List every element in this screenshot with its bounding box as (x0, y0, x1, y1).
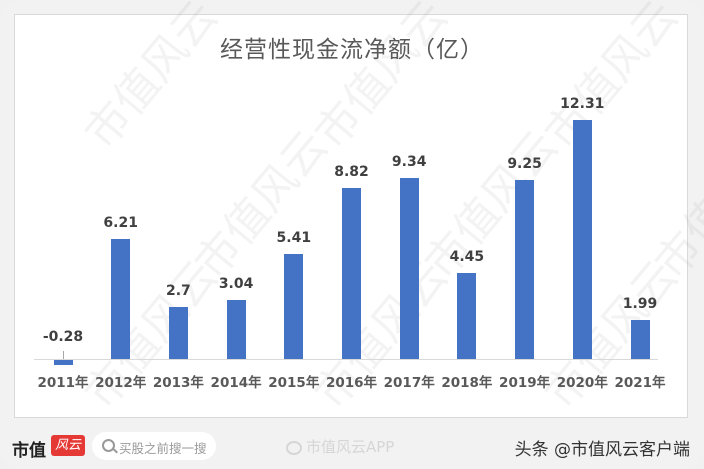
weibo-watermark: 市值风云APP (286, 436, 394, 457)
x-tick-label: 2012年 (95, 375, 147, 391)
x-tick-label: 2017年 (383, 375, 435, 391)
bar-2012年 (111, 238, 131, 359)
search-icon (102, 439, 115, 452)
data-label: 12.31 (560, 96, 605, 113)
x-tick-label: 2013年 (152, 375, 204, 391)
data-label: 3.04 (218, 276, 254, 293)
toutiao-credit: 头条 @市值风云客户端 (514, 440, 690, 460)
footer-bar: 市值 风云 买股之前搜一搜 市值风云APP 头条 @市值风云客户端 (0, 428, 704, 464)
x-tick-label: 2015年 (268, 375, 320, 391)
data-label: 6.21 (103, 214, 138, 231)
bar-2017年 (399, 177, 419, 359)
brand-name: 市值 (12, 441, 46, 461)
data-label: -0.28 (42, 329, 84, 345)
x-tick-label: 2019年 (499, 375, 551, 391)
bar-2016年 (342, 187, 361, 359)
x-tick-label: 2018年 (441, 375, 493, 391)
x-tick-label: 2016年 (325, 375, 378, 391)
bar-2021年 (630, 320, 650, 359)
x-tick-label: 2014年 (210, 375, 262, 391)
chart-title: 经营性现金流净额（亿） (220, 37, 484, 63)
brand-logo: 风云 (51, 435, 85, 456)
data-label: 4.45 (449, 248, 485, 265)
x-tick-label: 2020年 (556, 375, 608, 391)
data-label: 1.99 (622, 296, 658, 313)
bar-2013年 (168, 306, 188, 359)
weibo-icon (286, 441, 302, 455)
data-label: 9.25 (507, 155, 542, 172)
leader-line (63, 351, 64, 359)
bar-2019年 (515, 179, 535, 359)
weibo-text: 市值风云APP (306, 438, 395, 456)
bar-2018年 (457, 272, 477, 359)
bar-2020年 (572, 120, 592, 359)
data-label: 9.34 (391, 153, 427, 170)
search-placeholder: 买股之前搜一搜 (119, 441, 207, 456)
bar-2014年 (226, 300, 246, 359)
search-box[interactable]: 买股之前搜一搜 (92, 432, 216, 460)
data-label: 8.82 (334, 163, 369, 180)
bar-2011年 (53, 360, 73, 366)
x-tick-label: 2021年 (614, 375, 666, 391)
x-tick-label: 2011年 (37, 375, 89, 391)
data-label: 2.7 (165, 282, 191, 299)
bar-2015年 (284, 254, 304, 359)
x-axis-line (34, 359, 658, 360)
data-label: 5.41 (276, 230, 312, 247)
